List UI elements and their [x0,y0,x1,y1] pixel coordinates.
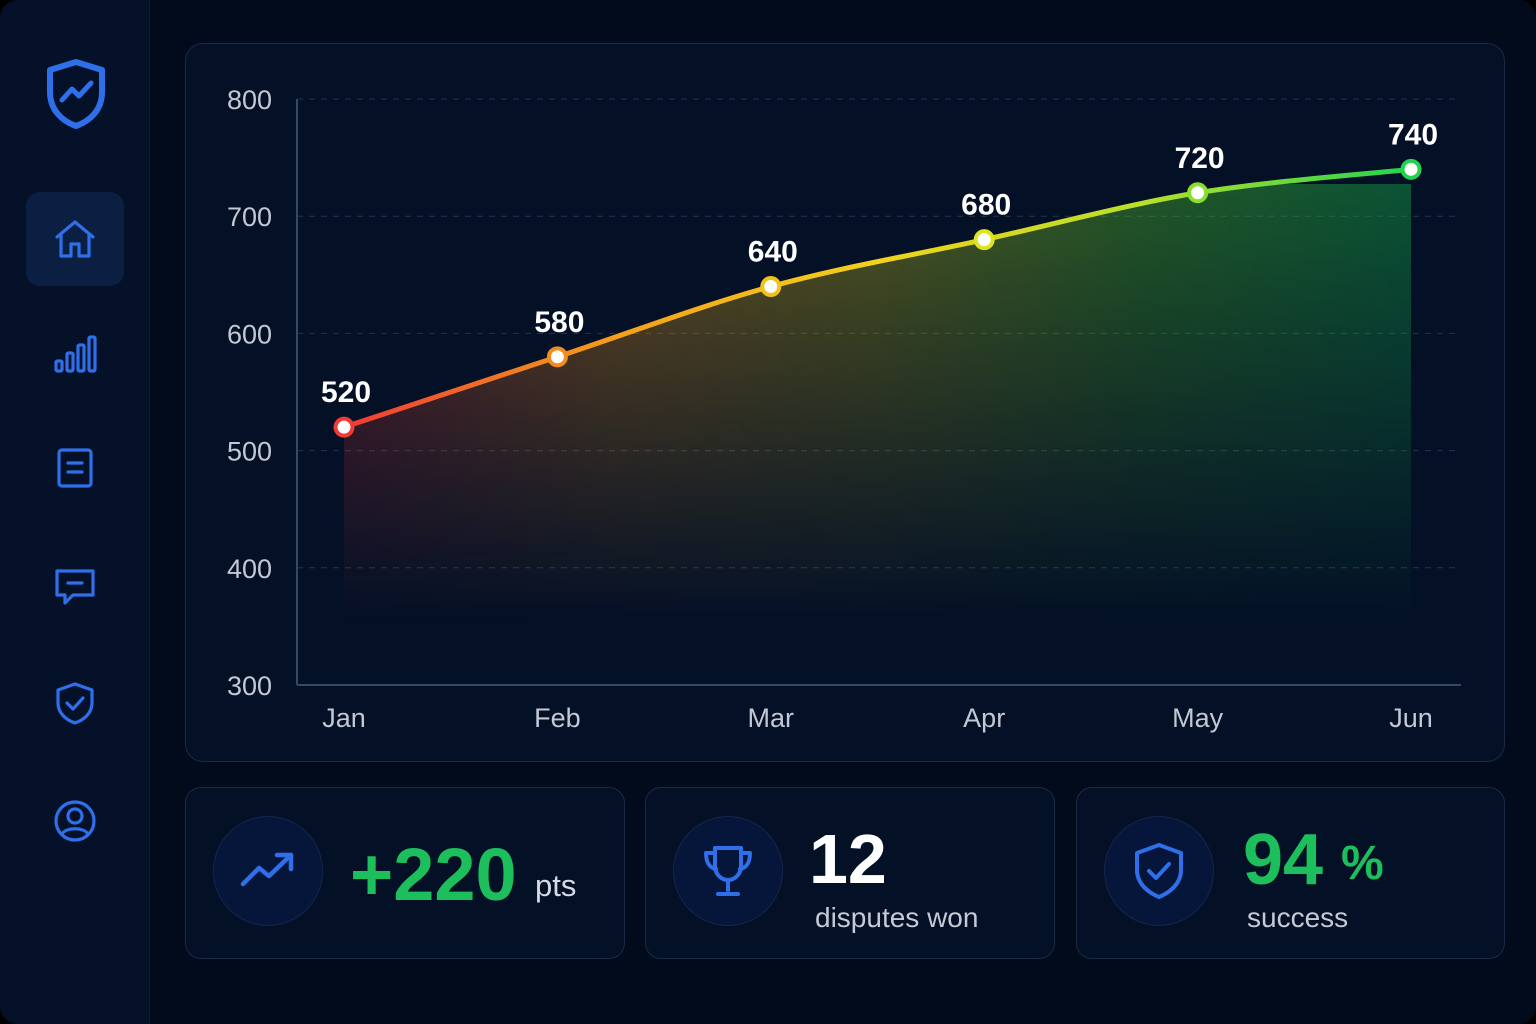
nav-item-messages[interactable] [26,539,124,633]
document-icon [57,448,93,488]
success-rate-unit: % [1341,837,1384,890]
area-fill [344,169,1411,619]
series-line [341,166,1414,430]
y-tick-label: 600 [227,319,272,349]
x-tick-label: Jan [322,703,366,733]
stat-card-points: +220 pts [185,787,625,959]
score-line-chart: 520 580 640 680 720 740 300 400 500 600 700 800 Ja… [227,85,1461,733]
x-tick-label: Feb [534,703,581,733]
success-rate-value: 94 [1243,820,1324,900]
data-label: 680 [961,189,1011,222]
chat-icon [55,569,95,605]
x-tick-label: Apr [963,703,1005,733]
x-tick-label: May [1172,703,1224,733]
y-tick-label: 700 [227,202,272,232]
data-label: 520 [321,376,371,409]
stat-icon-wrap [673,816,783,926]
stat-card-disputes: 12 disputes won [645,787,1055,959]
shield-chart-icon [47,59,105,129]
y-tick-label: 300 [227,671,272,701]
success-label: success [1247,902,1349,933]
disputes-won-label: disputes won [815,902,979,933]
disputes-won-value: 12 [809,820,887,898]
shield-check-icon [56,682,94,725]
y-tick-label: 800 [227,85,272,115]
data-point [1187,182,1209,204]
trophy-icon [704,846,752,896]
data-point [1400,158,1422,180]
shield-check-icon [1135,843,1183,899]
stat-card-success: 94 % success [1076,787,1505,959]
data-label: 580 [534,306,584,339]
logo[interactable] [44,58,108,130]
data-point [973,229,995,251]
bar-chart-icon [54,335,97,373]
stat-icon-wrap [213,816,323,926]
score-chart-card: 520 580 640 680 720 740 300 400 500 600 700 800 Ja… [185,43,1505,762]
data-label: 740 [1388,118,1438,151]
trending-up-icon [240,852,294,887]
points-gain-value: +220 [350,833,517,916]
data-label: 720 [1175,142,1225,175]
user-icon [54,800,96,842]
points-unit: pts [535,868,577,903]
y-tick-label: 500 [227,437,272,467]
nav-item-profile[interactable] [26,774,124,868]
sidebar [0,0,150,1024]
data-point [760,276,782,298]
data-point [546,346,568,368]
nav-item-home[interactable] [26,192,124,286]
x-tick-label: Mar [748,703,795,733]
home-icon [55,220,95,258]
nav-item-analytics[interactable] [26,307,124,401]
x-tick-label: Jun [1389,703,1433,733]
nav-item-reports[interactable] [26,421,124,515]
nav-item-security[interactable] [26,656,124,750]
data-label: 640 [748,236,798,269]
data-point [333,416,355,438]
y-tick-label: 400 [227,554,272,584]
stat-icon-wrap [1104,816,1214,926]
